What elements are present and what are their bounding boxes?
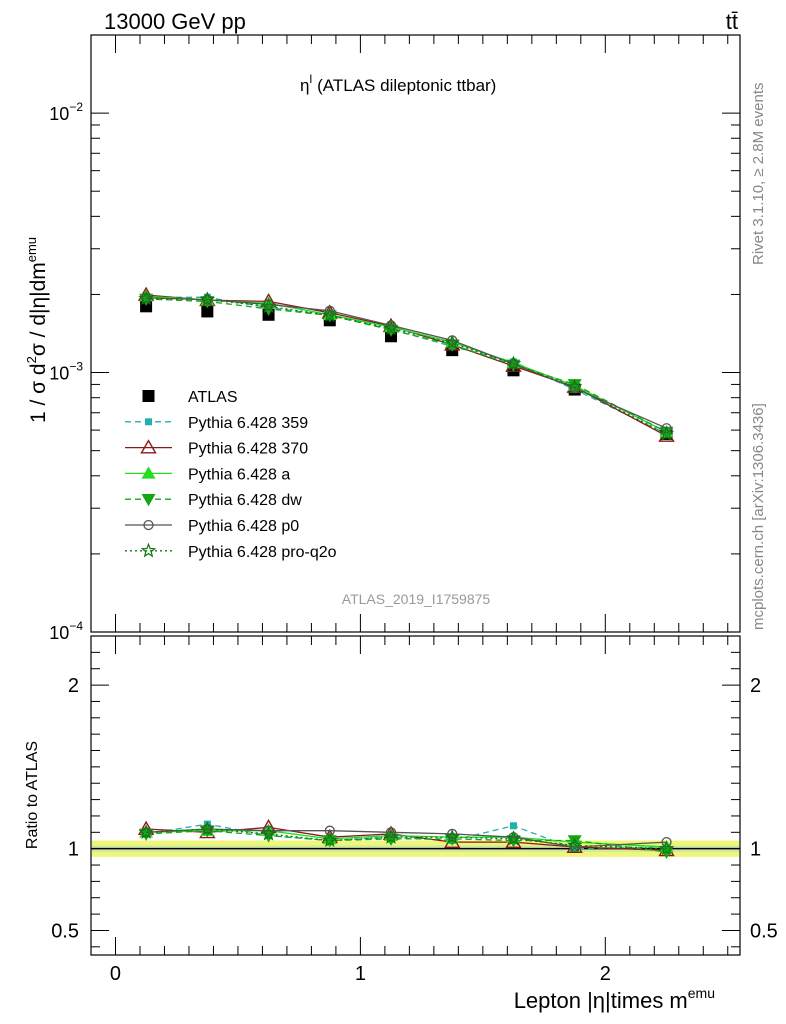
plot-title: ηl (ATLAS dileptonic ttbar) xyxy=(300,72,496,95)
legend-label: Pythia 6.428 dw xyxy=(188,492,302,509)
legend-item: Pythia 6.428 pro-q2o xyxy=(125,542,337,561)
legend-label: Pythia 6.428 370 xyxy=(188,441,308,458)
main-frame xyxy=(90,34,741,633)
legend-item: Pythia 6.428 a xyxy=(125,466,290,483)
analysis-label: ATLAS_2019_I1759875 xyxy=(342,591,491,607)
legend-item: Pythia 6.428 370 xyxy=(125,439,308,458)
legend-label: Pythia 6.428 359 xyxy=(188,415,308,432)
y-tick-label: 10−2 xyxy=(49,100,83,124)
data-point xyxy=(138,290,154,306)
legend-label: Pythia 6.428 pro-q2o xyxy=(188,544,337,561)
main-y-axis-label: 1 / σ d2σ / d|η|dmemu xyxy=(24,237,50,423)
legend-item: Pythia 6.428 359 xyxy=(125,415,308,432)
series-line xyxy=(146,297,667,429)
ylabel-part-a: 1 / σ d xyxy=(27,363,50,423)
ratio-data-point xyxy=(567,835,582,848)
ratio-series-5 xyxy=(138,820,675,856)
legend-label: Pythia 6.428 p0 xyxy=(188,518,299,535)
legend-item: Pythia 6.428 dw xyxy=(125,492,302,509)
legend-marker xyxy=(141,493,156,507)
ratio-data-point xyxy=(138,824,154,839)
ratio-data-point xyxy=(661,836,672,848)
ratio-y-tick-label-right: 0.5 xyxy=(750,920,778,942)
data-point xyxy=(567,379,582,392)
legend-marker xyxy=(140,439,157,454)
legend-label: ATLAS xyxy=(188,389,238,406)
data-point xyxy=(566,378,583,394)
xlabel-main: Lepton |η|times m xyxy=(514,988,688,1013)
data-point xyxy=(201,305,214,318)
ylabel-sup-2: 2 xyxy=(24,356,39,363)
ylabel-sup-emu: emu xyxy=(24,237,39,262)
y-tick-label: 10−3 xyxy=(49,360,83,384)
plot-title-rest: (ATLAS dileptonic ttbar) xyxy=(317,76,496,95)
x-axis-label: Lepton |η|times memu xyxy=(514,985,715,1013)
data-point xyxy=(260,298,277,313)
ratio-data-point xyxy=(569,841,580,853)
x-tick-label: 1 xyxy=(355,963,366,985)
data-point xyxy=(324,305,335,316)
legend-marker xyxy=(145,418,152,426)
rivet-label: Rivet 3.1.10, ≥ 2.8M events xyxy=(750,83,767,266)
ratio-y-tick-label: 2 xyxy=(68,675,79,697)
legend: ATLAS Pythia 6.428 359 Pythia 6.428 370 Pyt… xyxy=(125,389,337,561)
energy-label: 13000 GeV pp xyxy=(104,9,246,34)
legend-marker xyxy=(142,390,155,402)
ratio-y-tick-label: 0.5 xyxy=(51,920,79,942)
ratio-y-tick-label-right: 2 xyxy=(750,675,761,697)
data-point xyxy=(444,334,460,350)
ratio-data-point xyxy=(260,825,277,841)
series-line xyxy=(146,297,667,435)
ratio-data-point xyxy=(505,830,522,846)
data-point xyxy=(569,383,580,394)
plot-title-sup: l xyxy=(309,72,312,86)
ratio-data-point xyxy=(199,820,216,836)
main-series-6 xyxy=(138,290,675,441)
legend-marker xyxy=(140,542,157,558)
legend-marker xyxy=(141,466,156,479)
ratio-data-point xyxy=(322,832,338,848)
xlabel-sup: emu xyxy=(688,985,715,1001)
y-tick-label: 10−4 xyxy=(49,619,83,643)
data-point xyxy=(658,425,675,441)
data-point xyxy=(661,423,672,434)
ratio-data-point xyxy=(444,829,460,844)
data-layer xyxy=(137,286,675,859)
ratio-data-point xyxy=(383,829,399,844)
data-point xyxy=(505,355,522,371)
series-line xyxy=(146,295,667,433)
ratio-data-point xyxy=(509,822,517,830)
ratio-series-line xyxy=(146,828,667,850)
legend-item: ATLAS xyxy=(142,389,238,406)
plot-title-main: η xyxy=(300,76,309,95)
series-line xyxy=(146,298,667,433)
data-point xyxy=(383,320,399,335)
ratio-frame xyxy=(90,635,741,956)
ratio-y-tick-label: 1 xyxy=(68,839,79,861)
main-series-5 xyxy=(140,292,672,434)
legend-marker xyxy=(143,519,154,531)
legend-item: Pythia 6.428 p0 xyxy=(125,518,299,535)
series-line xyxy=(146,296,667,435)
data-point xyxy=(322,307,338,323)
source-label: mcplots.cern.ch [arXiv:1306.3436] xyxy=(750,403,767,630)
x-tick-label: 0 xyxy=(110,963,121,985)
x-tick-label: 2 xyxy=(600,963,611,985)
legend-label: Pythia 6.428 a xyxy=(188,466,290,483)
ratio-data-point xyxy=(658,840,675,856)
ratio-y-axis-label: Ratio to ATLAS xyxy=(24,741,41,849)
process-label: tt̄ xyxy=(726,9,738,34)
ratio-data-point xyxy=(566,837,583,853)
ratio-y-tick-label-right: 1 xyxy=(750,839,761,861)
ylabel-part-b: σ / d|η|dm xyxy=(27,262,50,356)
data-point xyxy=(199,291,216,307)
axes-layer: 10−2 10−3 10−4 0 1 2 0.5 0.5 1 1 2 2 xyxy=(49,34,778,985)
ratio-data-point xyxy=(659,846,674,859)
